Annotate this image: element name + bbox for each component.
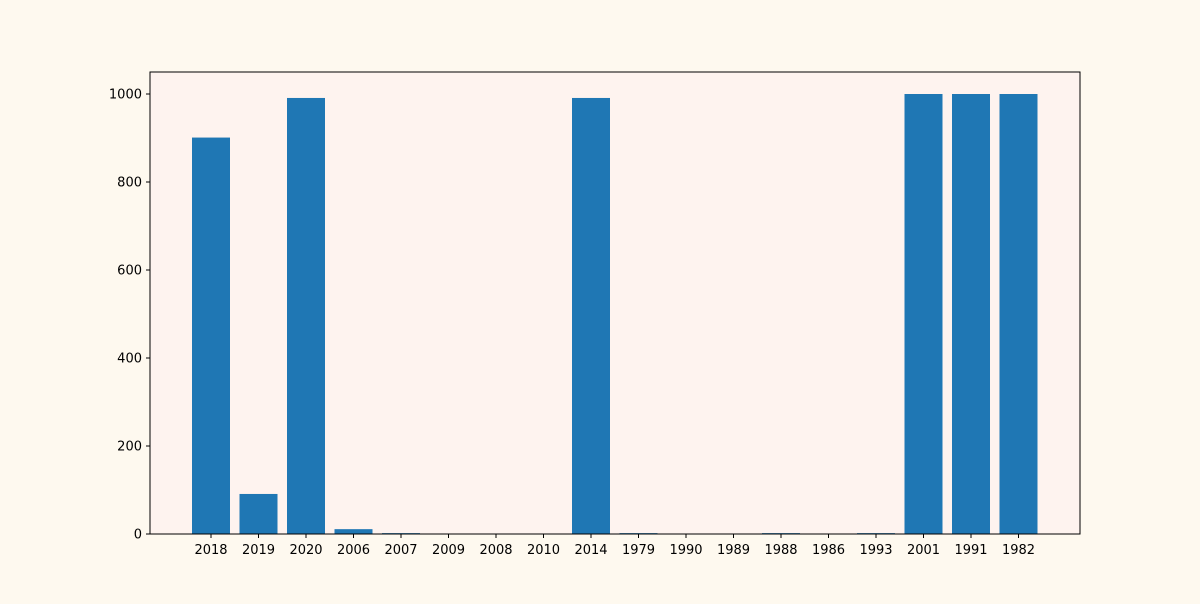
- x-tick-label: 1986: [812, 543, 845, 558]
- x-tick-label: 2007: [384, 543, 417, 558]
- x-tick-label: 1991: [954, 543, 987, 558]
- plot-frame: [149, 71, 1081, 535]
- x-tick-label: 1989: [717, 543, 750, 558]
- x-tick-label: 1993: [859, 543, 892, 558]
- x-axis: 2018 2019 2020 2006 2007 2009 2008 2010 2014 1979…: [194, 534, 1035, 558]
- x-tick-label: 2006: [337, 543, 370, 558]
- y-tick-label: 800: [117, 176, 142, 191]
- bar-2019: [239, 493, 278, 534]
- y-tick-label: 200: [117, 440, 142, 455]
- x-tick-label: 1988: [764, 543, 797, 558]
- x-tick-label: 2009: [432, 543, 465, 558]
- y-tick-label: 400: [117, 352, 142, 367]
- x-tick-label: 2019: [242, 543, 275, 558]
- y-tick-label: 1000: [109, 88, 142, 103]
- bar-2001: [904, 94, 943, 534]
- x-tick-label: 1979: [622, 543, 655, 558]
- x-tick-label: 2001: [907, 543, 940, 558]
- bar-2006: [334, 529, 373, 534]
- x-tick-label: 2010: [527, 543, 560, 558]
- bars-layer: [192, 94, 1038, 535]
- y-tick-label: 0: [134, 528, 142, 543]
- y-axis: 0 200 400 600 800 1000: [109, 88, 150, 543]
- bar-2020: [287, 97, 325, 535]
- y-tick-label: 600: [117, 264, 142, 279]
- bar-1991: [952, 94, 990, 534]
- bar-1982: [999, 94, 1038, 534]
- x-tick-label: 2020: [289, 543, 322, 558]
- x-tick-label: 2018: [194, 543, 227, 558]
- bar-2018: [192, 137, 230, 534]
- x-tick-label: 2008: [479, 543, 512, 558]
- x-tick-label: 2014: [574, 543, 607, 558]
- x-tick-label: 1982: [1002, 543, 1035, 558]
- x-tick-label: 1990: [669, 543, 702, 558]
- bar-2014: [572, 97, 610, 535]
